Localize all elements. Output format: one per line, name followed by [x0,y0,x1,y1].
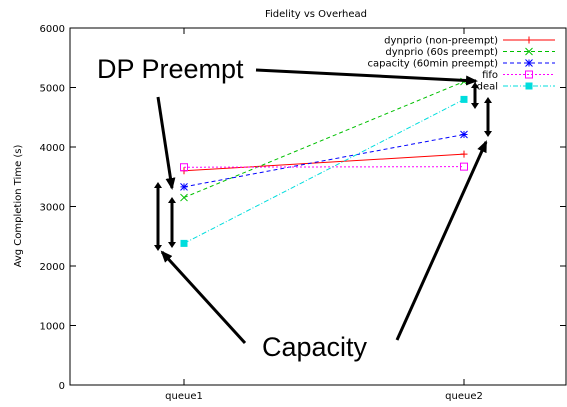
y-tick-label: 1000 [40,322,65,333]
series-line [183,98,465,244]
chart-title: Fidelity vs Overhead [265,9,367,20]
series-line [183,153,465,172]
legend-label: fifo [482,70,498,81]
legend-label: dynprio (non-preempt) [384,36,498,47]
legend-marker [525,47,533,56]
data-point [460,95,468,103]
legend-marker [525,70,533,79]
series-1 [180,77,468,202]
legend-marker [525,59,533,67]
y-tick-label: 4000 [40,143,65,154]
data-point [460,130,468,139]
data-point [180,193,188,202]
data-point [460,150,468,158]
arrow-capacity-to-queue1 [160,250,247,345]
legend-marker [525,36,533,44]
legend-marker [525,82,533,90]
series-line [183,166,465,168]
y-tick-label: 2000 [40,262,65,273]
arrow-capacity-to-queue2 [395,140,488,341]
y-tick-label: 3000 [40,203,65,214]
legend-label: ideal [474,82,498,93]
data-point [180,163,188,172]
data-point [460,162,468,171]
series-line [183,134,465,188]
y-tick-label: 5000 [40,84,65,95]
arrow-dp-to-queue1 [156,96,176,190]
annotation-capacity: Capacity [262,332,368,362]
x-tick-label: queue1 [165,391,203,402]
legend-label: dynprio (60s preempt) [385,47,498,58]
legend-label: capacity (60min preempt) [367,59,498,70]
series-2 [180,130,468,191]
y-tick-label: 0 [59,381,65,392]
series-4 [180,95,468,247]
annotation-dp-preempt: DP Preempt [97,54,244,84]
x-tick-label: queue2 [445,391,483,402]
range-bars [154,82,492,251]
series-3 [180,162,468,172]
y-axis-label: Avg Completion Time (s) [13,144,24,267]
data-point [180,183,188,191]
series-0 [180,150,468,175]
arrow-dp-to-queue2 [255,68,478,86]
series-line [183,81,465,199]
annotations: DP Preempt Capacity [97,54,492,362]
data-point [180,239,188,247]
y-tick-label: 6000 [40,24,65,35]
